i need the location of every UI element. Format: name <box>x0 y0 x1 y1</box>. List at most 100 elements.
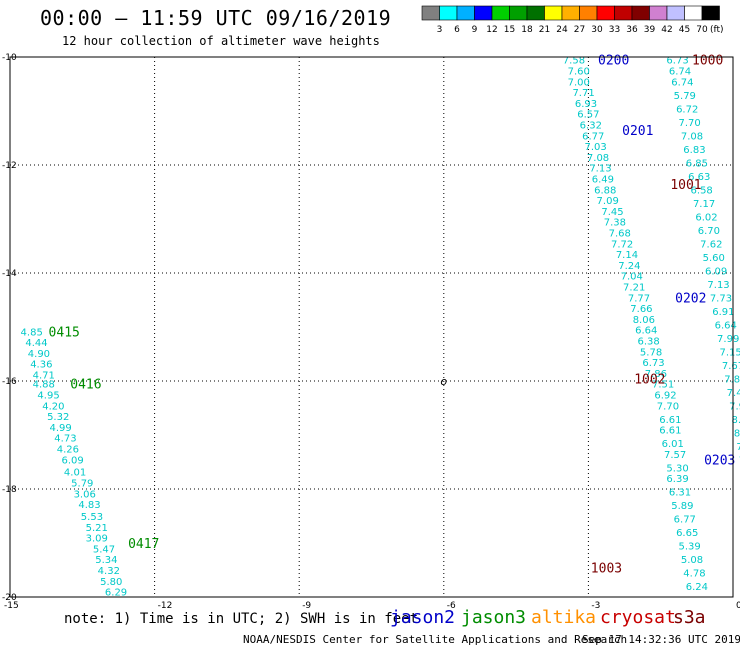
swh-value-jason2: 6.92 <box>654 391 676 402</box>
swh-value-jason2: 5.39 <box>678 542 700 553</box>
colorbar-swatch <box>421 5 440 21</box>
time-label: 0203 <box>704 453 735 468</box>
swh-value-jason3: 5.32 <box>47 412 69 423</box>
colorbar-label: 15 <box>504 25 515 35</box>
colorbar-label: 18 <box>521 25 533 35</box>
colorbar-label: 42 <box>661 25 672 35</box>
swh-value-s3a: 7.17 <box>693 199 715 210</box>
colorbar-swatch <box>649 5 668 21</box>
colorbar-label: 27 <box>574 25 585 35</box>
colorbar-label: 36 <box>626 25 638 35</box>
swh-value-jason2: 6.73 <box>642 358 664 369</box>
swh-value-jason2: 7.51 <box>652 380 674 391</box>
chart-grid <box>10 57 733 597</box>
swh-value-s3a: 6.91 <box>712 307 734 318</box>
time-label: 0417 <box>128 537 159 552</box>
y-tick-label: -10 <box>2 53 17 63</box>
swh-value-jason2: 7.45 <box>601 207 623 218</box>
y-tick-label: -18 <box>2 485 17 495</box>
swh-value-jason3: 4.71 <box>33 371 55 382</box>
swh-value-s3a: 6.64 <box>715 320 737 331</box>
legend-cryosat: cryosat <box>600 607 676 628</box>
colorbar: 3 6 9 12 15 18 21 24 27 30 33 36 39 42 45 70 (ft) <box>421 5 724 35</box>
time-label: 1000 <box>692 54 723 69</box>
swh-value-jason2: 7.77 <box>628 293 650 304</box>
colorbar-swatch <box>701 5 720 21</box>
swh-value-jason3: 6.09 <box>62 455 84 466</box>
y-tick-label: -12 <box>2 161 17 171</box>
swh-value-jason2: 6.77 <box>582 131 604 142</box>
x-tick-label: -9 <box>302 601 311 611</box>
swh-value-s3a: 6.74 <box>669 67 691 78</box>
swh-value-jason2: 7.04 <box>621 272 643 283</box>
axis-ticks: -10 -12 -14 -16 -18 -20-15 -12 -9 -6 -3 0 <box>2 53 740 611</box>
time-label: 0415 <box>49 325 80 340</box>
swh-value-jason2: 6.01 <box>662 439 684 450</box>
colorbar-unit: (ft) <box>710 25 724 35</box>
swh-value-jason2: 6.65 <box>676 528 698 539</box>
swh-value-jason3: 4.85 <box>21 327 43 338</box>
colorbar-swatch <box>561 5 580 21</box>
footer-note: note: 1) Time is in UTC; 2) SWH is in fe… <box>64 611 419 627</box>
swh-value-jason2: 7.58 <box>563 56 585 67</box>
swh-value-jason3: 5.79 <box>71 479 93 490</box>
chart-subtitle: 12 hour collection of altimeter wave hei… <box>62 34 380 48</box>
colorbar-swatch <box>439 5 458 21</box>
swh-value-jason3: 4.83 <box>78 500 100 511</box>
swh-value-jason2: 8.06 <box>633 315 655 326</box>
swh-value-s3a: 7.13 <box>707 280 729 291</box>
swh-value-jason3: 5.34 <box>95 555 117 566</box>
colorbar-label: 39 <box>644 25 656 35</box>
swh-value-jason2: 7.03 <box>584 142 606 153</box>
x-tick-label: -6 <box>447 601 456 611</box>
swh-value-s3a: 7.73 <box>710 293 732 304</box>
swh-value-jason2: 6.57 <box>577 110 599 121</box>
swh-value-s3a: 8.30 <box>734 428 740 439</box>
time-label: 0416 <box>70 378 101 393</box>
data-points: 4.854.444.904.364.714.884.954.205.324.99… <box>21 56 740 599</box>
swh-value-s3a: 6.85 <box>686 158 708 169</box>
colorbar-swatch <box>544 5 563 21</box>
colorbar-swatch <box>614 5 633 21</box>
swh-value-s3a: 6.02 <box>695 212 717 223</box>
swh-value-jason2: 7.86 <box>645 369 667 380</box>
swh-value-jason2: 6.31 <box>669 488 691 499</box>
legend-jason3: jason3 <box>461 607 527 628</box>
swh-value-jason3: 3.06 <box>74 489 96 500</box>
time-labels: 0415 0416 0417 0200 0201 0202 0203 1000 1001 1002… <box>49 54 736 577</box>
legend-jason2: jason2 <box>390 607 456 628</box>
swh-value-jason3: 5.21 <box>86 523 108 534</box>
colorbar-label: 3 <box>437 25 443 35</box>
swh-value-jason3: 4.99 <box>49 423 71 434</box>
swh-value-jason3: 4.26 <box>57 445 79 456</box>
swh-value-jason3: 4.36 <box>30 360 52 371</box>
swh-value-jason3: 5.47 <box>93 544 115 555</box>
swh-value-jason2: 7.68 <box>609 229 631 240</box>
colorbar-label: 33 <box>609 25 620 35</box>
colorbar-swatch <box>579 5 598 21</box>
colorbar-swatch <box>666 5 685 21</box>
colorbar-label: 9 <box>472 25 478 35</box>
swh-value-s3a: 6.58 <box>691 185 713 196</box>
colorbar-swatch <box>509 5 528 21</box>
swh-value-jason2: 7.38 <box>604 218 626 229</box>
swh-value-jason2: 7.57 <box>664 450 686 461</box>
swh-value-jason2: 7.00 <box>568 77 590 88</box>
swh-value-jason2: 7.60 <box>568 67 590 78</box>
swh-value-s3a: 8.00 <box>732 415 740 426</box>
swh-value-jason2: 7.14 <box>616 250 638 261</box>
swh-value-s3a: 7.70 <box>678 118 700 129</box>
x-tick-label: -12 <box>158 601 173 611</box>
swh-value-s3a: 7.99 <box>717 334 739 345</box>
swh-value-s3a: 5.79 <box>674 91 696 102</box>
swh-value-jason3: 3.09 <box>86 534 108 545</box>
swh-value-s3a: 7.32 <box>736 442 740 453</box>
swh-value-jason2: 7.70 <box>657 401 679 412</box>
swh-value-jason3: 5.80 <box>100 577 122 588</box>
swh-value-jason2: 5.08 <box>681 555 703 566</box>
swh-value-jason3: 4.73 <box>54 434 76 445</box>
swh-value-jason2: 7.13 <box>589 164 611 175</box>
swh-value-jason2: 7.21 <box>623 283 645 294</box>
colorbar-label: 70 <box>696 25 708 35</box>
colorbar-swatch <box>596 5 615 21</box>
